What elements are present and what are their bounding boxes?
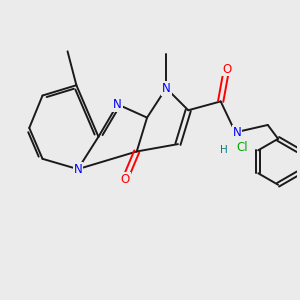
Text: H: H (220, 145, 227, 155)
Text: O: O (120, 173, 130, 186)
Text: Cl: Cl (236, 141, 248, 154)
Text: N: N (113, 98, 122, 111)
Text: N: N (74, 163, 82, 176)
Text: N: N (162, 82, 171, 95)
Text: N: N (232, 126, 241, 139)
Text: O: O (222, 62, 231, 76)
